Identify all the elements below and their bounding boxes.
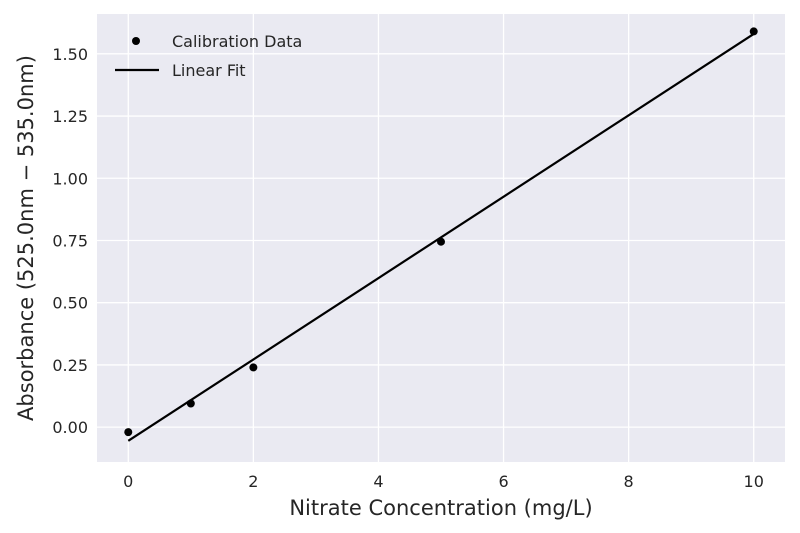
legend-label-calibration-data: Calibration Data xyxy=(172,32,302,51)
x-tick-label: 4 xyxy=(373,472,383,491)
x-tick-labels: 0 2 4 6 8 10 xyxy=(123,472,764,491)
y-tick-label: 0.25 xyxy=(52,356,88,375)
x-tick-label: 0 xyxy=(123,472,133,491)
x-axis-label: Nitrate Concentration (mg/L) xyxy=(289,496,592,520)
legend-marker-calibration-data xyxy=(132,37,140,45)
calibration-data-point xyxy=(186,399,195,408)
linear-fit-line xyxy=(127,32,755,442)
x-tick-label: 6 xyxy=(498,472,508,491)
y-tick-label: 0.50 xyxy=(52,294,88,313)
y-tick-label: 0.75 xyxy=(52,231,88,250)
legend-label-linear-fit: Linear Fit xyxy=(172,61,246,80)
calibration-data-point xyxy=(124,428,133,437)
x-tick-label: 2 xyxy=(248,472,258,491)
calibration-data-point xyxy=(249,363,258,372)
x-tick-label: 10 xyxy=(744,472,764,491)
y-tick-labels: 0.00 0.25 0.50 0.75 1.00 1.25 1.50 xyxy=(52,45,88,437)
y-tick-label: 1.25 xyxy=(52,107,88,126)
y-axis-label: Absorbance (525.0nm − 535.0nm) xyxy=(14,55,38,421)
fit-layer xyxy=(127,32,755,442)
calibration-data-point xyxy=(749,27,758,36)
y-tick-label: 1.50 xyxy=(52,45,88,64)
calibration-data-point xyxy=(437,237,445,246)
legend: Calibration Data Linear Fit xyxy=(115,32,302,80)
y-tick-label: 0.00 xyxy=(52,418,88,437)
x-tick-label: 8 xyxy=(624,472,634,491)
y-tick-label: 1.00 xyxy=(52,169,88,188)
points-layer xyxy=(124,27,758,437)
